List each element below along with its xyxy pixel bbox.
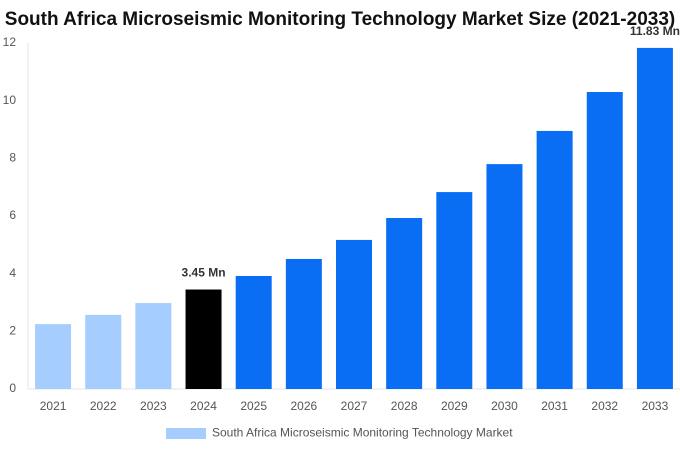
legend-swatch xyxy=(166,428,206,439)
bar xyxy=(35,324,72,389)
x-tick-label: 2027 xyxy=(341,399,368,413)
y-tick-label: 0 xyxy=(9,381,16,395)
y-tick-label: 8 xyxy=(9,151,16,165)
bar xyxy=(235,275,272,389)
x-tick-label: 2030 xyxy=(491,399,518,413)
bar xyxy=(586,92,623,390)
bar xyxy=(536,130,573,390)
value-label: 11.83 Mn xyxy=(630,24,680,38)
bar xyxy=(135,303,172,389)
bar xyxy=(285,258,322,389)
y-tick-label: 6 xyxy=(9,208,16,222)
bar xyxy=(185,289,222,389)
x-tick-label: 2032 xyxy=(591,399,618,413)
y-tick-label: 4 xyxy=(9,266,16,280)
bar xyxy=(486,164,523,389)
bar xyxy=(85,314,122,389)
bar xyxy=(386,218,423,389)
x-tick-label: 2025 xyxy=(240,399,267,413)
x-tick-label: 2024 xyxy=(190,399,217,413)
x-tick-label: 2023 xyxy=(140,399,167,413)
value-label: 3.45 Mn xyxy=(182,266,226,280)
x-tick-label: 2022 xyxy=(90,399,117,413)
chart-title: South Africa Microseismic Monitoring Tec… xyxy=(5,9,675,30)
bar xyxy=(436,192,473,389)
bar xyxy=(336,239,372,389)
legend-label: South Africa Microseismic Monitoring Tec… xyxy=(212,426,513,440)
x-tick-label: 2033 xyxy=(642,399,669,413)
x-tick-label: 2031 xyxy=(541,399,568,413)
x-tick-label: 2028 xyxy=(391,399,418,413)
y-tick-label: 2 xyxy=(9,324,16,338)
x-tick-label: 2021 xyxy=(40,399,67,413)
x-tick-label: 2029 xyxy=(441,399,468,413)
bar xyxy=(636,47,673,389)
x-tick-label: 2026 xyxy=(290,399,317,413)
y-tick-label: 10 xyxy=(3,93,17,107)
y-tick-label: 12 xyxy=(3,35,17,49)
